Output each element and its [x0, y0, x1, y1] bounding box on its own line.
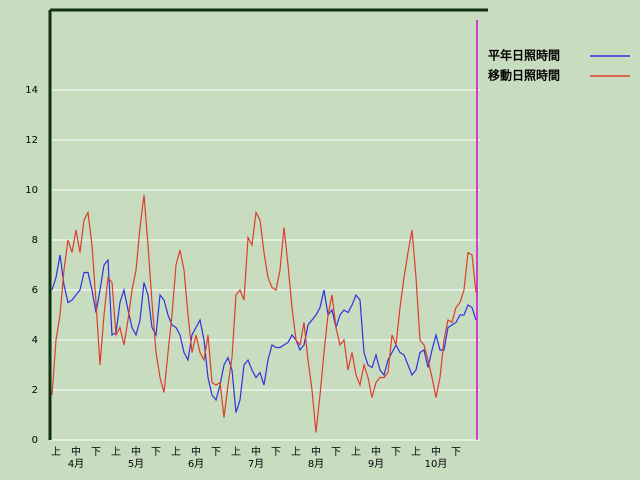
x-tick-label: 下 [211, 447, 221, 458]
month-label: 5月 [128, 458, 144, 470]
x-tick-label: 上 [51, 446, 61, 458]
month-label: 4月 [68, 458, 84, 470]
x-tick-label: 上 [351, 446, 361, 458]
y-tick-label: 0 [32, 435, 38, 446]
x-tick-label: 下 [151, 447, 161, 458]
y-tick-label: 2 [32, 385, 38, 396]
x-tick-label: 下 [451, 447, 461, 458]
x-tick-label: 中 [371, 445, 381, 458]
x-tick-label: 下 [271, 447, 281, 458]
x-tick-label: 上 [171, 446, 181, 458]
y-tick-label: 14 [25, 85, 38, 96]
x-tick-label: 中 [311, 445, 321, 458]
legend-label: 移動日照時間 [488, 68, 560, 83]
month-label: 9月 [368, 458, 384, 470]
x-tick-label: 中 [131, 445, 141, 458]
series-line [51, 254, 477, 413]
grid [50, 89, 480, 441]
y-tick-label: 8 [32, 235, 38, 246]
x-tick-label: 中 [431, 445, 441, 458]
month-label: 6月 [188, 458, 204, 470]
x-tick-label: 下 [391, 447, 401, 458]
y-tick-label: 12 [25, 135, 38, 146]
x-tick-label: 中 [251, 445, 261, 458]
y-tick-label: 4 [32, 335, 38, 346]
legend-label: 平年日照時間 [488, 48, 560, 63]
x-tick-label: 下 [91, 447, 101, 458]
x-tick-label: 下 [331, 447, 341, 458]
month-label: 7月 [248, 458, 264, 470]
y-tick-label: 6 [32, 285, 38, 296]
x-tick-label: 上 [231, 446, 241, 458]
x-tick-label: 中 [71, 445, 81, 458]
x-tick-label: 上 [291, 446, 301, 458]
y-tick-label: 10 [25, 185, 38, 196]
series-line [51, 194, 477, 433]
x-tick-label: 上 [411, 446, 421, 458]
month-label: 10月 [425, 458, 448, 470]
month-label: 8月 [308, 458, 324, 470]
x-tick-label: 中 [191, 445, 201, 458]
x-tick-label: 上 [111, 446, 121, 458]
